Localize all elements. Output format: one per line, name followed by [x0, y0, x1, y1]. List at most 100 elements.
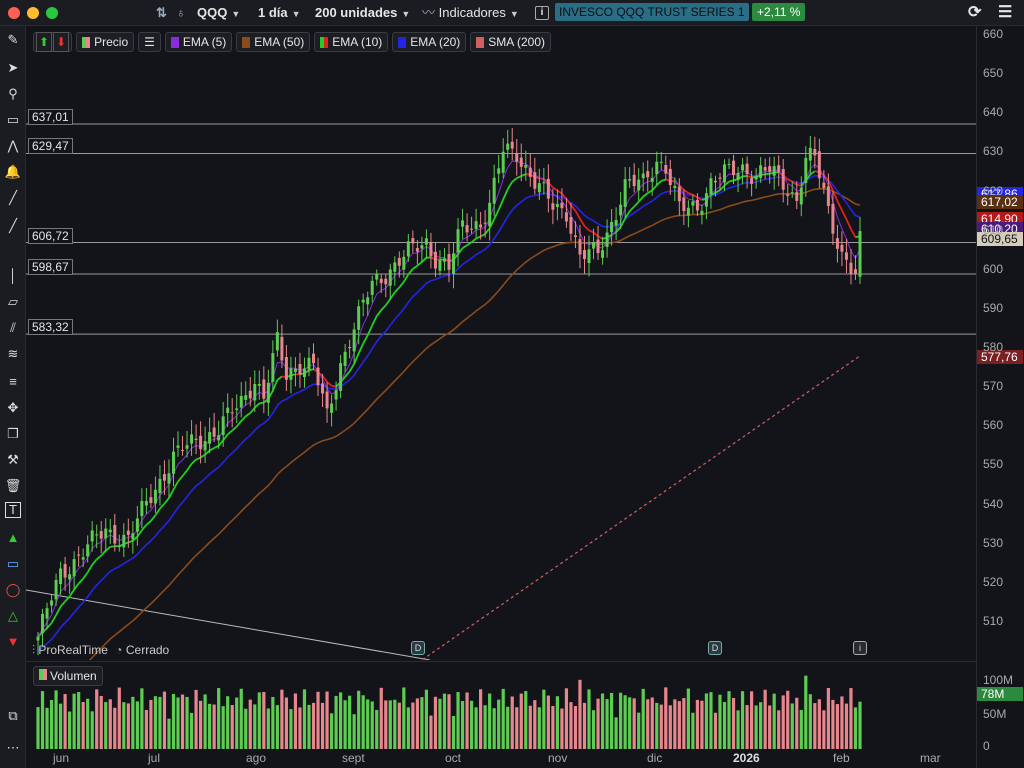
- rectangle-icon[interactable]: ▭: [6, 556, 20, 571]
- volume-bar: [144, 709, 148, 750]
- layout-icon[interactable]: ⧉: [8, 708, 18, 723]
- volume-bar: [492, 708, 496, 750]
- level-label-5[interactable]: 583,32: [28, 319, 73, 335]
- legend-ema10[interactable]: EMA (10): [314, 32, 389, 52]
- zoom-icon[interactable]: ⚲: [8, 86, 18, 101]
- status-label: Cerrado: [125, 643, 170, 657]
- minimize-window-button[interactable]: [27, 7, 39, 19]
- legend-price[interactable]: Precio: [76, 32, 135, 52]
- volume-bar: [384, 700, 388, 750]
- nav-arrows[interactable]: ⬆ ⬇: [33, 32, 73, 52]
- candle-body: [673, 185, 677, 189]
- candle-body: [619, 204, 623, 216]
- instrument-icon[interactable]: ♁: [176, 5, 186, 20]
- ema10-segment: [331, 384, 337, 388]
- line-icon[interactable]: ╱: [9, 218, 17, 233]
- sell-arrow-icon[interactable]: ▼: [6, 634, 20, 649]
- copy-icon[interactable]: ❐: [7, 426, 19, 441]
- ema10-segment: [128, 539, 134, 544]
- level-label-4[interactable]: 598,67: [28, 259, 73, 275]
- dividend-marker-2[interactable]: D: [708, 641, 722, 655]
- level-label-2[interactable]: 629,47: [28, 138, 73, 154]
- alert-bell-icon[interactable]: 🔔: [4, 164, 22, 179]
- maximize-window-button[interactable]: [46, 7, 58, 19]
- price-chart[interactable]: [25, 26, 976, 739]
- channel-icon[interactable]: ▱: [8, 294, 18, 309]
- candle-body: [582, 250, 586, 260]
- vertical-line-icon[interactable]: │: [8, 268, 18, 283]
- volume-bar: [284, 697, 289, 750]
- compare-icon[interactable]: ⇅: [156, 5, 167, 20]
- volume-bar: [68, 711, 72, 750]
- parallel-lines-icon[interactable]: ⫽: [10, 320, 16, 335]
- volume-bar: [677, 701, 681, 750]
- candle-body: [551, 203, 555, 210]
- menu-icon[interactable]: ☰: [998, 4, 1013, 21]
- price-chart-svg[interactable]: [25, 26, 976, 739]
- volume-bar: [40, 691, 45, 750]
- volume-bar: [194, 689, 198, 750]
- units-selector[interactable]: 200 unidades ▼: [315, 5, 411, 20]
- x-tick-label: feb: [833, 751, 850, 765]
- legend-ema50[interactable]: EMA (50): [236, 32, 311, 52]
- arrow-up-icon[interactable]: ⬆: [36, 32, 53, 52]
- text-tool-icon[interactable]: T: [5, 502, 21, 518]
- tools-icon[interactable]: ⚒: [7, 452, 19, 467]
- x-tick-label: 2026: [733, 751, 760, 765]
- volume-bar: [221, 706, 225, 750]
- trendline-ai-icon[interactable]: ╱: [9, 190, 17, 205]
- volume-legend[interactable]: Volumen: [33, 666, 103, 686]
- ruler-icon[interactable]: ▭: [6, 112, 20, 127]
- ema10-segment: [502, 188, 509, 200]
- close-window-button[interactable]: [8, 7, 20, 19]
- y-axis[interactable]: 617,86 617,02 614,90 610,20 609,65 577,7…: [976, 26, 1024, 768]
- legend-ema20[interactable]: EMA (20): [392, 32, 467, 52]
- legend-list-icon[interactable]: ☰: [138, 32, 161, 52]
- legend-sma200[interactable]: SMA (200): [470, 32, 551, 52]
- candle-body: [447, 254, 451, 270]
- fib-levels-icon[interactable]: ≡: [9, 374, 17, 389]
- ema10-segment: [82, 571, 89, 580]
- fibonacci-icon[interactable]: ≋: [7, 346, 19, 361]
- volume-bar: [704, 693, 709, 750]
- pencil-icon[interactable]: ✎: [7, 32, 19, 47]
- info-icon[interactable]: i: [535, 6, 549, 20]
- volume-bar: [447, 694, 451, 750]
- candle-body: [212, 427, 216, 437]
- move-icon[interactable]: ✥: [7, 400, 19, 415]
- ellipse-icon[interactable]: ◯: [5, 582, 21, 597]
- x-axis[interactable]: jun jul ago sept oct nov dic 2026 feb ma…: [26, 749, 976, 768]
- candle-body: [795, 192, 799, 201]
- volume-bar: [691, 712, 695, 750]
- triangle-icon[interactable]: △: [8, 608, 18, 623]
- info-marker[interactable]: i: [853, 641, 867, 655]
- ema10-segment: [105, 546, 111, 552]
- candle-body: [253, 384, 257, 401]
- legend-ema5[interactable]: EMA (5): [164, 32, 233, 52]
- arrow-down-icon[interactable]: ⬇: [53, 32, 70, 52]
- symbol-selector[interactable]: QQQ ▼: [197, 5, 241, 20]
- candle-body: [497, 168, 501, 174]
- x-tick-label: dic: [647, 751, 663, 765]
- sync-icon[interactable]: ⟳: [968, 4, 982, 21]
- ai-pattern-icon[interactable]: ⋀: [7, 138, 19, 153]
- volume-badge: 78M: [977, 687, 1023, 701]
- indicators-button[interactable]: 〰 Indicadores ▼: [422, 5, 519, 20]
- level-label-3[interactable]: 606,72: [28, 228, 73, 244]
- ema10-segment: [480, 233, 486, 238]
- volume-chart-svg[interactable]: [26, 662, 976, 750]
- dividend-marker-1[interactable]: D: [411, 641, 425, 655]
- ema10-segment: [272, 379, 279, 391]
- volume-panel[interactable]: [26, 661, 976, 750]
- volume-bar: [113, 707, 117, 750]
- trash-icon[interactable]: 🗑: [4, 478, 22, 493]
- cursor-icon[interactable]: ➤: [7, 60, 19, 75]
- level-label-1[interactable]: 637,01: [28, 109, 73, 125]
- timeframe-selector[interactable]: 1 día ▼: [258, 5, 301, 20]
- buy-arrow-icon[interactable]: ▲: [6, 530, 20, 545]
- x-tick-label: nov: [548, 751, 568, 765]
- candle-body: [682, 197, 686, 212]
- volume-bar: [510, 696, 514, 750]
- volume-bar: [831, 699, 835, 750]
- share-icon[interactable]: ⋯: [6, 740, 20, 755]
